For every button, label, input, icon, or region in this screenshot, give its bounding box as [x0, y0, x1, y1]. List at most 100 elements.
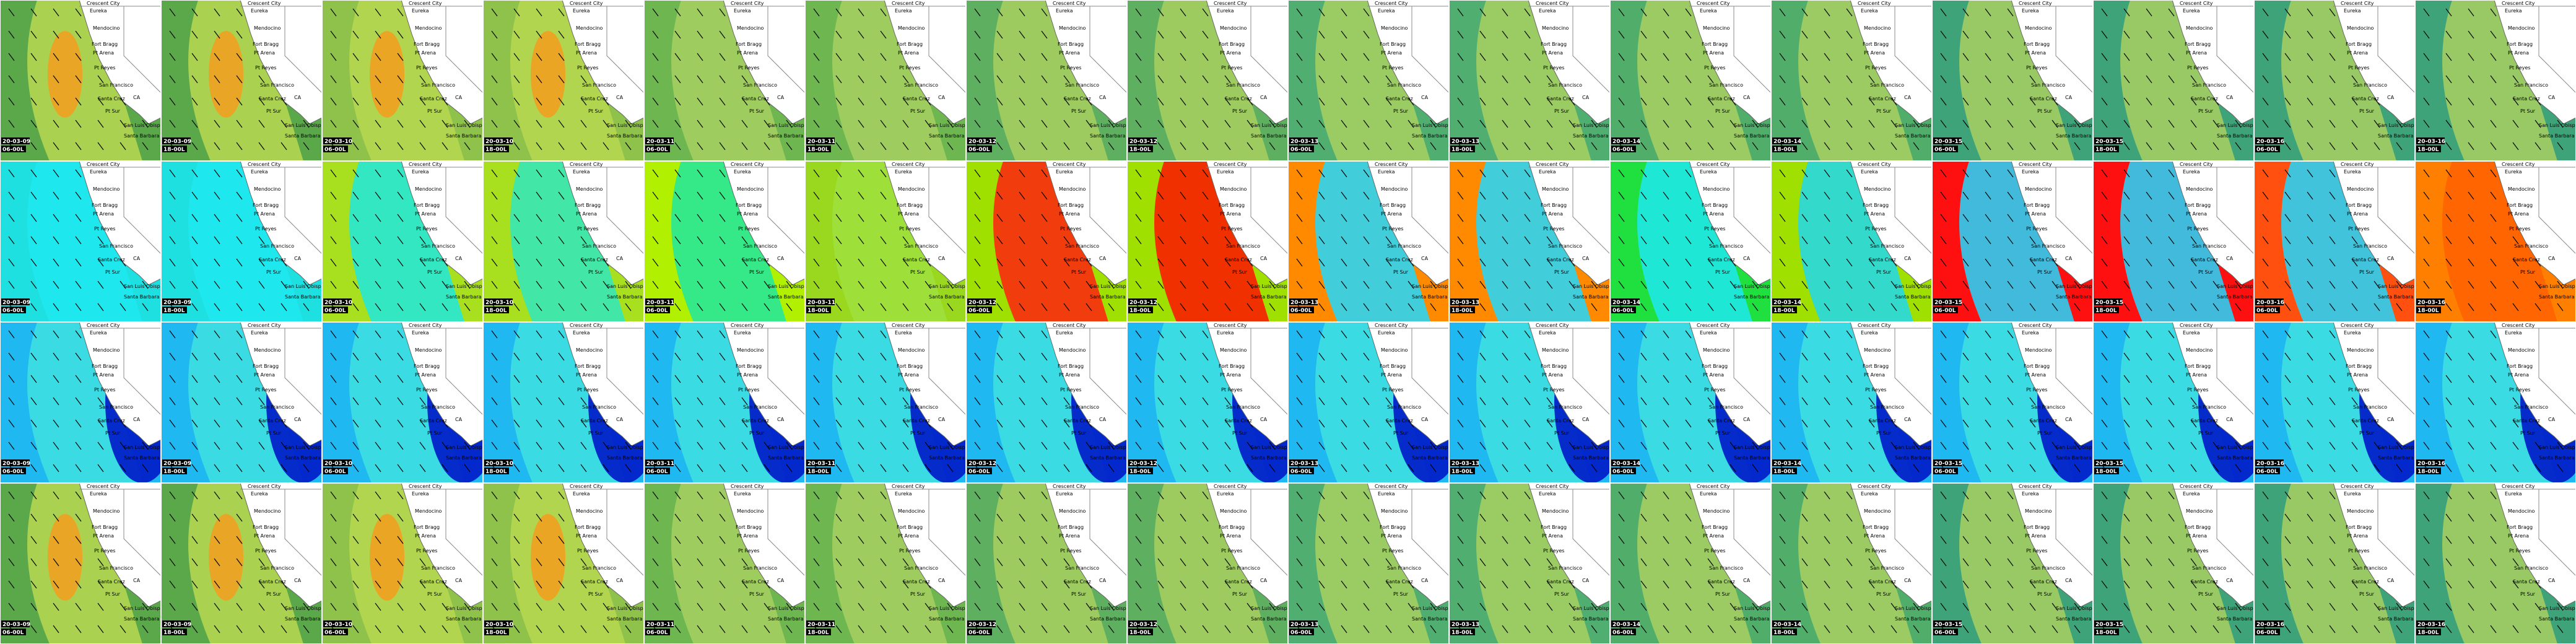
wind-arrow [419, 236, 426, 245]
wind-arrow [169, 352, 176, 361]
wind-arrow [2168, 214, 2175, 222]
place-label: Pt Sur [749, 430, 765, 436]
wind-arrow [1063, 397, 1070, 406]
wind-arrow [30, 491, 37, 500]
date-label: 20-03-15 [1934, 622, 1962, 628]
place-label: Fort Bragg [2024, 363, 2050, 369]
place-label: Fort Bragg [2185, 41, 2211, 47]
wind-arrow [2307, 214, 2313, 222]
wind-arrow [1502, 580, 1508, 589]
wind-arrow [375, 75, 381, 84]
wind-arrow [764, 120, 770, 128]
wind-arrow [1341, 281, 1347, 289]
wind-arrow [1157, 558, 1164, 567]
wind-arrow [603, 464, 609, 472]
wind-arrow [1985, 375, 1991, 383]
wind-arrow [1041, 8, 1048, 17]
place-label: Pt Sur [266, 108, 282, 114]
place-label: CA [2548, 578, 2556, 583]
wind-arrow [1801, 603, 1808, 611]
wind-arrow [397, 258, 404, 267]
wind-arrow [169, 442, 176, 450]
wind-arrow [1041, 513, 1048, 522]
wind-arrow [1502, 397, 1508, 406]
date-box [967, 620, 996, 627]
wind-arrow [258, 625, 265, 633]
place-label: San Luis Obispo [2539, 606, 2576, 611]
date-box [2255, 459, 2284, 466]
wind-arrow [974, 491, 981, 500]
field-contour [993, 0, 1108, 161]
place-label: Mendocino [1220, 186, 1247, 192]
wind-arrow [375, 142, 381, 150]
wind-arrow [558, 53, 565, 61]
place-label: San Luis Obispo [607, 445, 646, 450]
state-border [2011, 328, 2094, 416]
place-label: Crescent City [731, 484, 764, 489]
wind-arrow [1801, 513, 1808, 522]
wind-arrow [464, 142, 471, 150]
place-label: Santa Barbara [1573, 133, 1609, 139]
wind-arrow [1707, 558, 1714, 567]
date-box [2416, 298, 2445, 305]
wind-arrow [352, 281, 359, 289]
wind-arrow [1546, 603, 1553, 611]
wind-arrow [2374, 464, 2380, 472]
date-label: 20-03-14 [1773, 139, 1801, 145]
place-label: Fort Bragg [2024, 524, 2050, 530]
wind-arrow [513, 191, 520, 200]
place-label: Crescent City [570, 323, 603, 328]
place-label: Santa Cruz [1225, 96, 1252, 102]
place-label: Eureka [2505, 8, 2522, 14]
place-label: Fort Bragg [897, 202, 923, 208]
wind-arrow [1086, 97, 1092, 106]
wind-arrow [142, 603, 149, 611]
wind-arrow [697, 281, 703, 289]
wind-arrow [1779, 97, 1786, 106]
time-box [1450, 307, 1475, 313]
wind-arrow [2374, 603, 2380, 611]
state-border [2011, 489, 2094, 577]
place-label: Pt Reyes [1543, 548, 1564, 554]
wind-arrow [330, 397, 337, 406]
wind-arrow [880, 169, 887, 178]
wind-arrow [1846, 8, 1853, 17]
wind-arrow [1041, 397, 1048, 406]
wind-arrow [1569, 120, 1575, 128]
place-label: Crescent City [1536, 323, 1569, 328]
place-label: CA [616, 578, 624, 583]
place-label: Crescent City [892, 162, 925, 167]
wind-arrow [880, 491, 887, 500]
place-label: Fort Bragg [1219, 524, 1245, 530]
wind-arrow [2329, 75, 2336, 84]
wind-arrow [674, 375, 681, 383]
wind-arrow [625, 625, 632, 633]
wind-arrow [236, 75, 243, 84]
wind-arrow [2468, 303, 2474, 311]
wind-arrow [2235, 142, 2242, 150]
wind-arrow [1569, 464, 1575, 472]
place-label: Pt Arena [737, 533, 758, 539]
wind-arrow [558, 30, 565, 39]
wind-arrow [1224, 281, 1231, 289]
wind-arrow [464, 442, 471, 450]
wind-arrow [2146, 330, 2152, 339]
wind-arrow [1962, 513, 1969, 522]
place-label: San Francisco [2514, 404, 2548, 410]
wind-arrow [30, 303, 37, 311]
place-label: Pt Arena [2347, 211, 2368, 217]
wind-arrow [1202, 258, 1209, 267]
wind-arrow [1202, 603, 1209, 611]
wind-arrow [1502, 214, 1508, 222]
wind-arrow [2235, 464, 2242, 472]
place-label: Pt Reyes [1543, 226, 1564, 232]
wind-arrow [1019, 258, 1025, 267]
wind-arrow [330, 442, 337, 450]
place-label: CA [1421, 256, 1429, 261]
place-label: Santa Cruz [1708, 418, 1735, 424]
date-label: 20-03-11 [646, 300, 674, 306]
place-label: Pt Arena [2186, 50, 2207, 56]
place-label: Santa Barbara [929, 616, 965, 622]
wind-arrow [2262, 352, 2269, 361]
